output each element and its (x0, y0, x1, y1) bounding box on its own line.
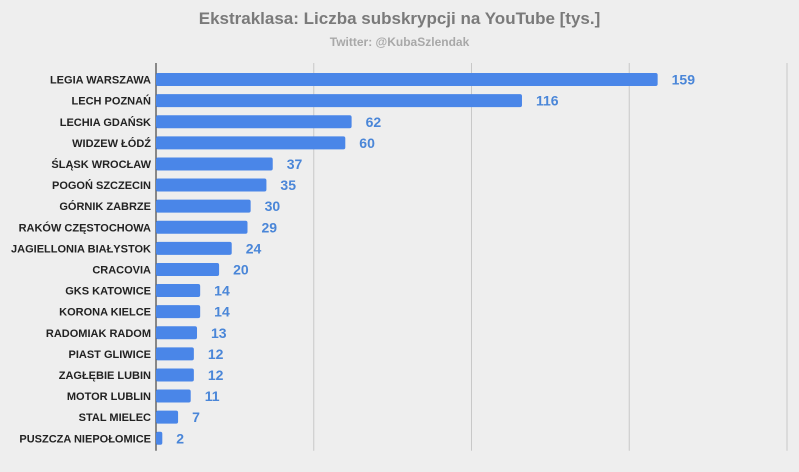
bar (156, 220, 248, 234)
category-label: WIDZEW ŁÓDŹ (72, 137, 151, 150)
bar (156, 389, 191, 403)
category-label: GÓRNIK ZABRZE (59, 200, 151, 213)
bar (156, 199, 251, 213)
value-label: 14 (214, 304, 230, 320)
value-label: 7 (192, 409, 200, 425)
value-label: 12 (208, 367, 224, 383)
bar (156, 410, 179, 424)
value-label: 24 (246, 240, 262, 256)
bar (156, 241, 232, 255)
value-label: 13 (211, 325, 227, 341)
bar (156, 157, 273, 171)
bars (156, 73, 658, 445)
labels: LEGIA WARSZAWA 159 LECH POZNAŃ 116 LECHIA GD… (11, 72, 695, 447)
value-label: 14 (214, 283, 230, 299)
value-label: 60 (359, 135, 375, 151)
bar (156, 94, 522, 108)
category-label: JAGIELLONIA BIAŁYSTOK (11, 243, 151, 255)
category-label: PUSZCZA NIEPOŁOMICE (19, 433, 151, 445)
category-label: LECHIA GDAŃSK (60, 116, 151, 129)
category-label: LEGIA WARSZAWA (50, 75, 151, 87)
value-label: 12 (208, 346, 224, 362)
category-label: MOTOR LUBLIN (67, 391, 151, 403)
bar (156, 136, 346, 150)
bar (156, 284, 201, 298)
category-label: CRACOVIA (92, 264, 151, 276)
value-label: 11 (205, 388, 220, 404)
value-label: 35 (280, 177, 296, 193)
category-label: RAKÓW CZĘSTOCHOWA (19, 221, 151, 234)
chart-subtitle: Twitter: @KubaSzlendak (329, 35, 470, 49)
bar (156, 178, 267, 192)
bar (156, 431, 163, 445)
value-label: 30 (265, 198, 281, 214)
category-label: KORONA KIELCE (59, 307, 151, 319)
category-label: ŚLĄSK WROCŁAW (51, 158, 151, 171)
bar (156, 368, 194, 382)
category-label: POGOŃ SZCZECIN (52, 179, 151, 192)
bar (156, 115, 352, 129)
category-label: ZAGŁĘBIE LUBIN (59, 370, 151, 382)
value-label: 2 (176, 430, 184, 446)
value-label: 20 (233, 261, 249, 277)
bar (156, 262, 220, 276)
value-label: 62 (366, 114, 382, 130)
value-label: 37 (287, 156, 303, 172)
chart-title: Ekstraklasa: Liczba subskrypcji na YouTu… (198, 9, 601, 28)
category-label: STAL MIELEC (79, 412, 151, 424)
category-label: LECH POZNAŃ (72, 95, 152, 108)
value-label: 29 (261, 219, 277, 235)
bar (156, 326, 198, 340)
bar (156, 73, 658, 87)
value-label: 159 (672, 72, 696, 88)
value-label: 116 (536, 93, 559, 109)
category-label: PIAST GLIWICE (69, 349, 152, 361)
bar (156, 305, 201, 319)
category-label: RADOMIAK RADOM (46, 328, 151, 340)
bar (156, 347, 194, 361)
category-label: GKS KATOWICE (65, 286, 151, 298)
